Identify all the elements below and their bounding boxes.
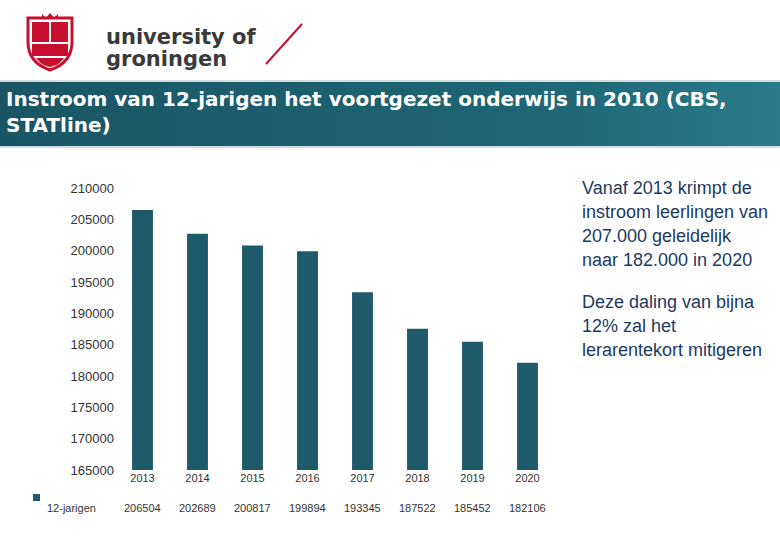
svg-text:195000: 195000 xyxy=(71,275,114,290)
html-text:Deze daling van bijna 12% zal: Deze daling van bijna 12% zal het lerare… xyxy=(582,292,763,360)
svg-text:182106: 182106 xyxy=(509,502,546,514)
svg-text:2017: 2017 xyxy=(350,472,374,484)
svg-text:2016: 2016 xyxy=(295,472,319,484)
html-text:groningen: groningen xyxy=(106,47,228,71)
svg-text:2020: 2020 xyxy=(515,472,539,484)
html-text:Instroom van 12-jarigen het vo: Instroom van 12-jarigen het voortgezet o… xyxy=(6,87,727,137)
svg-text:165000: 165000 xyxy=(71,463,114,478)
svg-text:200817: 200817 xyxy=(234,502,271,514)
svg-text:193345: 193345 xyxy=(344,502,381,514)
svg-text:206504: 206504 xyxy=(124,502,161,514)
svg-text:2019: 2019 xyxy=(460,472,484,484)
svg-text:12-jarigen: 12-jarigen xyxy=(47,502,96,514)
html-text:university of: university of xyxy=(106,25,256,49)
svg-text:210000: 210000 xyxy=(71,181,114,196)
svg-text:2018: 2018 xyxy=(405,472,429,484)
svg-text:170000: 170000 xyxy=(71,431,114,446)
svg-text:185000: 185000 xyxy=(71,337,114,352)
svg-text:2013: 2013 xyxy=(130,472,154,484)
svg-text:187522: 187522 xyxy=(399,502,436,514)
svg-text:175000: 175000 xyxy=(71,400,114,415)
svg-text:202689: 202689 xyxy=(179,502,216,514)
svg-text:2015: 2015 xyxy=(240,472,264,484)
svg-text:205000: 205000 xyxy=(71,212,114,227)
svg-text:2014: 2014 xyxy=(185,472,209,484)
svg-text:199894: 199894 xyxy=(289,502,326,514)
svg-text:200000: 200000 xyxy=(71,243,114,258)
svg-text:185452: 185452 xyxy=(454,502,491,514)
svg-text:180000: 180000 xyxy=(71,369,114,384)
svg-text:190000: 190000 xyxy=(71,306,114,321)
html-text:Vanaf 2013 krimpt de instroom: Vanaf 2013 krimpt de instroom leerlingen… xyxy=(582,178,769,270)
